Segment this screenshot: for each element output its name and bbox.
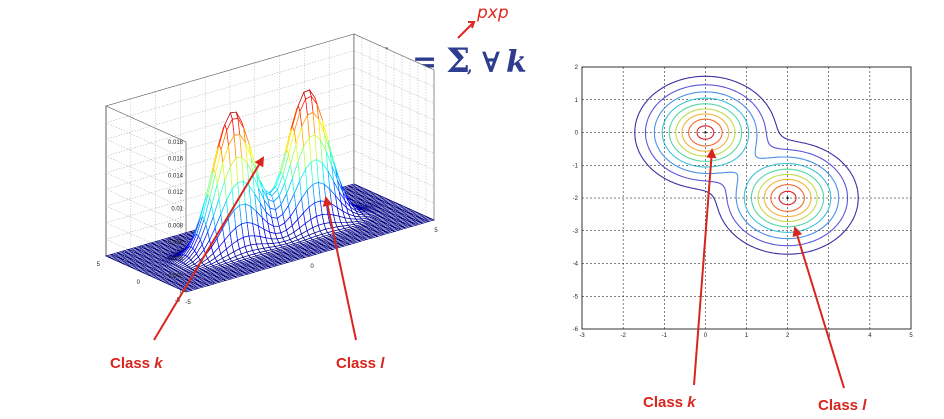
formula-k: k <box>506 45 527 80</box>
contour-center-point <box>786 196 789 200</box>
contour-y-tick-label: -2 <box>573 196 579 202</box>
contour-y-tick-label: -5 <box>573 294 579 300</box>
surface-x-tick-label: 5 <box>434 228 438 234</box>
surface-z-tick-label: 0.01 <box>171 207 183 213</box>
formula-sigma: Σ <box>446 41 470 81</box>
surface-z-tick-label: 0.004 <box>168 257 184 263</box>
label-contour-class-k: Class k <box>643 394 696 411</box>
formula-forall: ∀ <box>482 46 500 79</box>
surface-z-tick-label: 0.012 <box>168 190 184 196</box>
surface-x-tick-label: 0 <box>310 264 314 270</box>
arrow-surface-class-k <box>153 156 265 341</box>
contour-level-line <box>696 125 797 206</box>
surface-z-gridline <box>105 50 435 159</box>
contour-center-point <box>704 131 707 134</box>
annotation-surface-class-l: Class l <box>322 196 385 372</box>
contour-level-line <box>675 108 818 223</box>
surface-z-gridline <box>105 150 435 259</box>
surface-z-gridline <box>105 167 435 276</box>
handwritten-arrow <box>457 21 475 39</box>
surface-z-tick-label: 0.018 <box>168 140 184 146</box>
contour-y-tick-label: -6 <box>573 327 579 333</box>
surface-z-tick-label: 0.014 <box>168 173 184 179</box>
contour-x-tick-label: 4 <box>868 333 872 339</box>
surface-mesh <box>104 89 436 293</box>
surface-z-tick-label: 0.006 <box>168 240 184 246</box>
contour-level-line <box>653 91 840 240</box>
surface-z-gridline <box>105 100 435 209</box>
annotation-surface-class-k: Class k <box>110 156 265 372</box>
contour-plot: -3-2-1012345210-1-2-3-4-5-6 <box>573 65 914 339</box>
surface-z-gridline <box>105 83 435 193</box>
contour-x-tick-label: -2 <box>620 333 626 339</box>
arrow-contour-class-l <box>792 226 845 389</box>
contour-lines <box>634 75 859 255</box>
arrow-contour-class-k <box>693 148 717 386</box>
annotation-contour-class-l: Class l <box>792 226 867 414</box>
handwritten-arrowhead <box>468 21 476 29</box>
contour-grid <box>582 67 911 329</box>
label-surface-class-k: Class k <box>110 355 163 372</box>
surface-z-tick-label: 0.008 <box>168 223 184 229</box>
surface-y-tick-label: 0 <box>137 280 141 286</box>
surface-z-tick-label: 0.002 <box>168 273 184 279</box>
contour-x-tick-label: -3 <box>579 333 585 339</box>
surface-x-tick-label: -5 <box>185 300 191 306</box>
contour-level-line <box>661 97 832 233</box>
contour-y-tick-label: 0 <box>575 131 579 137</box>
contour-y-tick-label: -1 <box>573 163 579 169</box>
contour-level-line <box>634 75 859 255</box>
label-surface-class-l: Class l <box>336 355 385 372</box>
annotation-contour-class-k: Class k <box>643 148 717 411</box>
arrow-surface-class-l <box>322 196 357 341</box>
label-contour-class-l: Class l <box>818 397 867 414</box>
contour-x-tick-label: 0 <box>704 333 708 339</box>
contour-y-tick-label: -4 <box>573 262 579 268</box>
surface-plot: 0 0.002 0.004 0.006 0.008 0.01 0.012 0.014 0.016… <box>97 33 439 306</box>
surface-mesh-cell <box>425 218 436 222</box>
contour-y-tick-label: 2 <box>575 65 579 71</box>
formula-comma: , <box>467 57 473 76</box>
surface-z-gridline <box>105 133 435 243</box>
contour-x-tick-label: -1 <box>662 333 668 339</box>
surface-z-gridline <box>105 117 435 226</box>
surface-z-gridline <box>105 67 435 176</box>
contour-level-line <box>668 103 825 228</box>
surface-z-gridline <box>105 33 435 143</box>
contour-level-line <box>644 84 849 247</box>
handwritten-pxp-note: pxp <box>476 3 509 23</box>
contour-y-tick-label: 1 <box>575 98 579 104</box>
surface-tick-labels: 0 0.002 0.004 0.006 0.008 0.01 0.012 0.014 0.016… <box>97 140 439 306</box>
contour-x-tick-label: 1 <box>745 333 749 339</box>
contour-level-line <box>681 113 812 218</box>
contour-tick-labels: -3-2-1012345210-1-2-3-4-5-6 <box>573 65 914 339</box>
surface-y-tick-label: 5 <box>97 262 101 268</box>
contour-y-tick-label: -3 <box>573 229 579 235</box>
surface-z-tick-label: 0.016 <box>168 157 184 163</box>
contour-x-tick-label: 5 <box>909 333 913 339</box>
contour-level-line <box>688 118 805 212</box>
contour-x-tick-label: 2 <box>786 333 790 339</box>
